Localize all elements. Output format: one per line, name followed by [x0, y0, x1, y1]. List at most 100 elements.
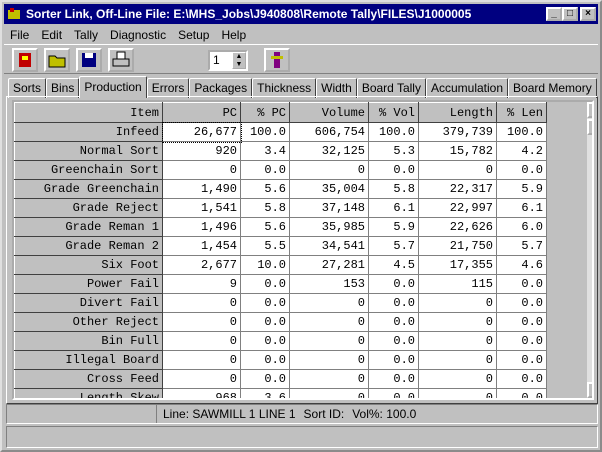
minimize-button[interactable]: _: [546, 7, 562, 21]
cell[interactable]: 2,677: [162, 255, 241, 275]
cell[interactable]: 4.5: [368, 255, 419, 275]
cell[interactable]: 0.0: [240, 350, 290, 370]
column-header[interactable]: % Vol: [368, 102, 419, 123]
cell[interactable]: 968: [162, 388, 241, 398]
cell[interactable]: 0.0: [368, 160, 419, 180]
cell[interactable]: 0: [418, 369, 497, 389]
cell[interactable]: 0.0: [368, 293, 419, 313]
cell[interactable]: 0: [418, 160, 497, 180]
scroll-up[interactable]: ▲: [587, 102, 592, 118]
cell[interactable]: 5.9: [496, 179, 547, 199]
cell[interactable]: 100.0: [496, 122, 547, 142]
tab[interactable]: Board Tally: [356, 78, 426, 98]
cell[interactable]: 379,739: [418, 122, 497, 142]
cell[interactable]: 0: [162, 293, 241, 313]
cell[interactable]: 0.0: [240, 369, 290, 389]
menu-item[interactable]: Edit: [41, 28, 63, 42]
cell[interactable]: 1,490: [162, 179, 241, 199]
cell[interactable]: 0: [162, 369, 241, 389]
tab[interactable]: Bins: [46, 78, 80, 98]
cell[interactable]: 26,677: [161, 121, 242, 143]
cell[interactable]: 0: [162, 331, 241, 351]
cell[interactable]: 6.0: [496, 217, 547, 237]
cell[interactable]: 35,004: [289, 179, 369, 199]
cell[interactable]: 6.1: [368, 198, 419, 218]
cell[interactable]: 0.0: [368, 388, 419, 398]
cell[interactable]: 27,281: [289, 255, 369, 275]
spinner[interactable]: 1 ▲ ▼: [208, 50, 248, 71]
tab[interactable]: Production: [79, 76, 147, 98]
tab[interactable]: Sorts: [8, 78, 47, 98]
cell[interactable]: 0.0: [240, 274, 290, 294]
cell[interactable]: 0.0: [496, 312, 547, 332]
cell[interactable]: 0.0: [496, 369, 547, 389]
cell[interactable]: 0: [162, 350, 241, 370]
cell[interactable]: 0: [418, 312, 497, 332]
cell[interactable]: 3.6: [240, 388, 290, 398]
cell[interactable]: 37,148: [289, 198, 369, 218]
cell[interactable]: 0: [418, 350, 497, 370]
cell[interactable]: 5.7: [368, 236, 419, 256]
cell[interactable]: 5.9: [368, 217, 419, 237]
menu-item[interactable]: File: [10, 28, 30, 42]
cell[interactable]: 0.0: [368, 331, 419, 351]
cell[interactable]: 0: [418, 293, 497, 313]
cell[interactable]: 22,997: [418, 198, 497, 218]
tab[interactable]: Width: [316, 78, 357, 98]
cell[interactable]: 4.6: [496, 255, 547, 275]
cell[interactable]: 5.8: [240, 198, 290, 218]
cell[interactable]: 0.0: [368, 274, 419, 294]
cell[interactable]: 0.0: [368, 350, 419, 370]
cell[interactable]: 100.0: [368, 122, 419, 142]
save-button[interactable]: [76, 48, 102, 72]
cell[interactable]: 153: [289, 274, 369, 294]
cell[interactable]: 0: [289, 293, 369, 313]
cell[interactable]: 0.0: [496, 293, 547, 313]
cell[interactable]: 21,750: [418, 236, 497, 256]
cell[interactable]: 0.0: [240, 312, 290, 332]
cell[interactable]: 10.0: [240, 255, 290, 275]
cell[interactable]: 0: [162, 160, 241, 180]
cell[interactable]: 3.4: [240, 141, 290, 161]
cell[interactable]: 606,754: [289, 122, 369, 142]
column-header[interactable]: Length: [418, 102, 497, 123]
cell[interactable]: 0: [289, 369, 369, 389]
tab[interactable]: Board Memory: [508, 78, 597, 98]
cell[interactable]: 920: [162, 141, 241, 161]
scrollbar[interactable]: ▲ ▼: [587, 102, 592, 398]
cell[interactable]: 0.0: [496, 274, 547, 294]
cell[interactable]: 0: [289, 160, 369, 180]
cell[interactable]: 0.0: [240, 160, 290, 180]
tab[interactable]: Errors: [146, 78, 190, 98]
tab[interactable]: Thickness: [252, 78, 317, 98]
cell[interactable]: 115: [418, 274, 497, 294]
cell[interactable]: 6.1: [496, 198, 547, 218]
column-header[interactable]: % Len: [496, 102, 547, 123]
menu-item[interactable]: Diagnostic: [110, 28, 167, 42]
cell[interactable]: 4.2: [496, 141, 547, 161]
open-button[interactable]: [44, 48, 70, 72]
maximize-button[interactable]: □: [562, 7, 578, 21]
cell[interactable]: 5.7: [496, 236, 547, 256]
cell[interactable]: 0: [418, 388, 497, 398]
cell[interactable]: 0.0: [240, 331, 290, 351]
column-header[interactable]: PC: [162, 102, 241, 123]
tab[interactable]: Accumulation: [425, 78, 509, 98]
cell[interactable]: 1,496: [162, 217, 241, 237]
print-button[interactable]: [108, 48, 134, 72]
cell[interactable]: 0.0: [368, 369, 419, 389]
cell[interactable]: 1,454: [162, 236, 241, 256]
cell[interactable]: 0.0: [496, 160, 547, 180]
tab[interactable]: Packages: [189, 78, 253, 98]
cell[interactable]: 0: [289, 388, 369, 398]
cell[interactable]: 32,125: [289, 141, 369, 161]
cell[interactable]: 0: [289, 331, 369, 351]
scroll-thumb[interactable]: [587, 119, 592, 135]
cell[interactable]: 1,541: [162, 198, 241, 218]
cell[interactable]: 0.0: [368, 312, 419, 332]
cell[interactable]: 0: [162, 312, 241, 332]
sort-button[interactable]: [264, 48, 290, 72]
cell[interactable]: 0: [289, 350, 369, 370]
cell[interactable]: 0.0: [496, 388, 547, 398]
close-button[interactable]: ×: [580, 7, 596, 21]
